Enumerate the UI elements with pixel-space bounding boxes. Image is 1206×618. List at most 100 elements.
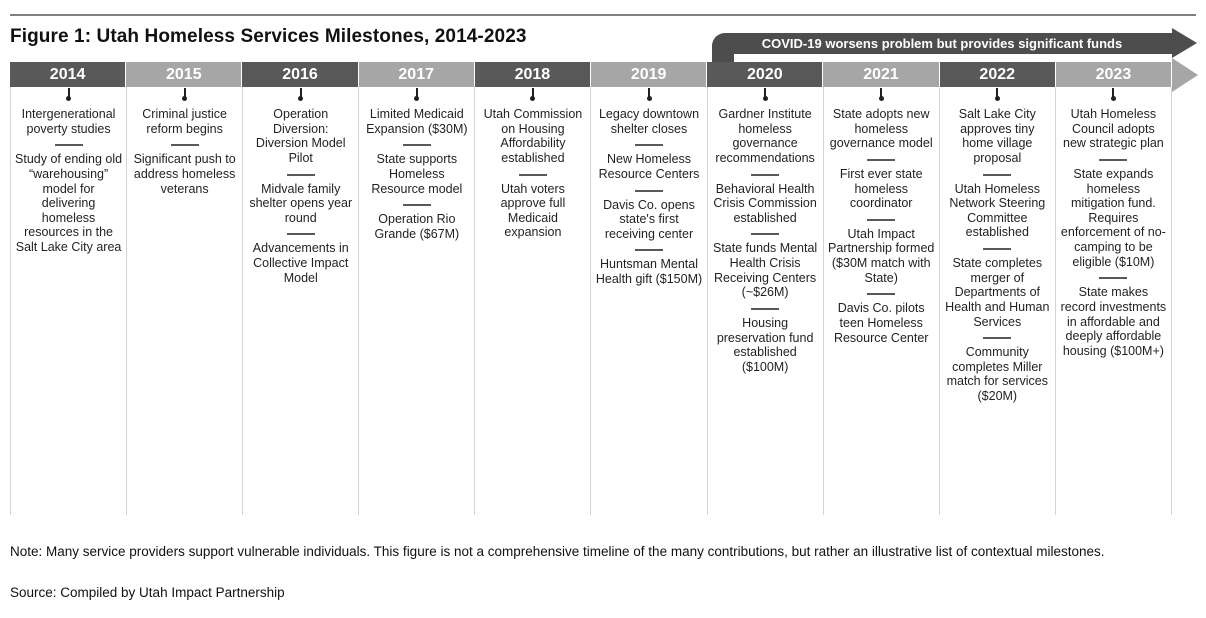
milestone-text: State completes merger of Departments of… bbox=[945, 256, 1050, 329]
milestone-divider bbox=[402, 204, 431, 207]
year-column-2023: Utah Homeless Council adopts new strateg… bbox=[1056, 87, 1172, 515]
timeline-pin-icon bbox=[1112, 88, 1115, 97]
milestone-text: Housing preservation fund established ($… bbox=[716, 315, 814, 374]
milestone-divider bbox=[751, 307, 780, 310]
timeline-pin-dot-icon bbox=[530, 96, 536, 101]
year-column-2020: Gardner Institute homeless governance re… bbox=[708, 87, 824, 515]
milestone-text: State supports Homeless Resource model bbox=[371, 152, 463, 196]
timeline-pin-icon bbox=[996, 88, 999, 97]
milestone-divider bbox=[1099, 277, 1128, 280]
milestone-divider bbox=[983, 173, 1012, 176]
milestone-text: Huntsman Mental Health gift ($150M) bbox=[595, 257, 703, 286]
milestone-text: State expands homeless mitigation fund. … bbox=[1060, 166, 1166, 269]
milestone-divider bbox=[518, 173, 547, 176]
milestone-columns: Intergenerational poverty studies Study o… bbox=[10, 87, 1172, 515]
milestone-text: Midvale family shelter opens year round bbox=[249, 181, 353, 225]
year-column-2014: Intergenerational poverty studies Study o… bbox=[11, 87, 128, 515]
milestone-divider bbox=[286, 233, 315, 236]
figure-note: Note: Many service providers support vul… bbox=[10, 544, 1105, 559]
milestone-text: Gardner Institute homeless governance re… bbox=[715, 107, 815, 165]
milestone-divider bbox=[635, 249, 664, 252]
timeline-pin-dot-icon bbox=[878, 96, 884, 101]
year-header-2015: 2015 bbox=[126, 62, 243, 87]
year-header-2018: 2018 bbox=[474, 62, 592, 87]
milestone-text: Utah Homeless Network Steering Committee… bbox=[949, 181, 1046, 240]
milestone-text: Community completes Miller match for ser… bbox=[946, 345, 1048, 403]
milestone-divider bbox=[54, 144, 83, 147]
milestone-divider bbox=[635, 189, 664, 192]
timeline-pin-dot-icon bbox=[762, 96, 768, 101]
milestone-divider bbox=[867, 218, 896, 221]
year-column-2021: State adopts new homeless governance mod… bbox=[824, 87, 940, 515]
milestone-text: State adopts new homeless governance mod… bbox=[829, 107, 933, 151]
timeline-pin-dot-icon bbox=[994, 96, 1000, 101]
year-header-2019: 2019 bbox=[591, 62, 708, 87]
timeline-pin-icon bbox=[764, 88, 767, 97]
covid-banner-label: COVID-19 worsens problem but provides si… bbox=[761, 36, 1123, 51]
figure-title: Figure 1: Utah Homeless Services Milesto… bbox=[10, 26, 527, 47]
timeline-pin-dot-icon bbox=[66, 96, 72, 101]
covid-banner-arrowhead-icon bbox=[1172, 28, 1197, 58]
milestone-text: Study of ending old “warehousing” model … bbox=[15, 152, 123, 254]
milestone-text: New Homeless Resource Centers bbox=[598, 152, 700, 181]
milestone-text: Utah Homeless Council adopts new strateg… bbox=[1063, 107, 1164, 151]
milestone-text: Legacy downtown shelter closes bbox=[598, 107, 700, 136]
timeline-pin-dot-icon bbox=[298, 96, 304, 101]
timeline-pin-icon bbox=[67, 88, 70, 97]
milestone-divider bbox=[751, 233, 780, 236]
timeline-pin-icon bbox=[648, 88, 651, 97]
figure-source: Source: Compiled by Utah Impact Partners… bbox=[10, 585, 285, 600]
milestone-text: Intergenerational poverty studies bbox=[21, 107, 116, 136]
milestone-text: Significant push to address homeless vet… bbox=[133, 152, 236, 196]
timeline-pin-icon bbox=[415, 88, 418, 97]
milestone-divider bbox=[867, 293, 896, 296]
milestone-divider bbox=[402, 144, 431, 147]
milestone-text: Advancements in Collective Impact Model bbox=[252, 241, 349, 285]
timeline-pin-dot-icon bbox=[646, 96, 652, 101]
timeline-arrowhead-icon bbox=[1172, 57, 1198, 92]
milestone-text: Utah Impact Partnership formed ($30M mat… bbox=[828, 226, 935, 285]
year-band: 2014 2015 2016 2017 2018 2019 2020 2021 2022 2023 bbox=[10, 62, 1173, 87]
year-header-2021: 2021 bbox=[823, 62, 940, 87]
milestone-divider bbox=[286, 173, 315, 176]
milestone-text: Limited Medicaid Expansion ($30M) bbox=[366, 107, 468, 136]
timeline-pin-icon bbox=[880, 88, 883, 97]
milestone-text: State funds Mental Health Crisis Receivi… bbox=[712, 241, 818, 300]
milestone-divider bbox=[635, 144, 664, 147]
milestone-text: Utah voters approve full Medicaid expans… bbox=[500, 181, 566, 240]
year-column-2015: Criminal justice reform begins Significan… bbox=[127, 87, 244, 515]
milestone-text: Utah Commission on Housing Affordability… bbox=[483, 107, 583, 165]
year-column-2016: Operation Diversion: Diversion Model Pil… bbox=[243, 87, 360, 515]
timeline-pin-icon bbox=[299, 88, 302, 97]
year-header-2017: 2017 bbox=[358, 62, 475, 87]
year-column-2017: Limited Medicaid Expansion ($30M) State s… bbox=[359, 87, 476, 515]
year-column-2022: Salt Lake City approves tiny home villag… bbox=[940, 87, 1056, 515]
top-rule bbox=[10, 14, 1196, 16]
timeline-pin-icon bbox=[183, 88, 186, 97]
year-header-2016: 2016 bbox=[242, 62, 359, 87]
year-column-2018: Utah Commission on Housing Affordability… bbox=[475, 87, 592, 515]
milestone-text: State makes record investments in afford… bbox=[1060, 285, 1167, 358]
milestone-text: Davis Co. opens state's first receiving … bbox=[603, 197, 695, 241]
milestone-divider bbox=[983, 337, 1012, 340]
covid-banner: COVID-19 worsens problem but provides si… bbox=[712, 33, 1172, 54]
milestone-text: Davis Co. pilots teen Homeless Resource … bbox=[833, 301, 929, 345]
year-header-2020: 2020 bbox=[707, 62, 824, 87]
milestone-text: Operation Rio Grande ($67M) bbox=[374, 212, 460, 241]
year-column-2019: Legacy downtown shelter closes New Homele… bbox=[591, 87, 708, 515]
milestone-divider bbox=[751, 173, 780, 176]
timeline-pin-dot-icon bbox=[1110, 96, 1116, 101]
milestone-text: Behavioral Health Crisis Commission esta… bbox=[713, 181, 817, 225]
year-header-2023: 2023 bbox=[1055, 62, 1173, 87]
year-header-2022: 2022 bbox=[939, 62, 1056, 87]
year-header-2014: 2014 bbox=[10, 62, 127, 87]
milestone-text: Salt Lake City approves tiny home villag… bbox=[958, 107, 1036, 165]
timeline-pin-dot-icon bbox=[414, 96, 420, 101]
milestone-text: First ever state homeless coordinator bbox=[839, 166, 923, 211]
milestone-divider bbox=[1099, 158, 1128, 161]
milestone-text: Operation Diversion: Diversion Model Pil… bbox=[255, 107, 346, 165]
milestone-divider bbox=[867, 158, 896, 161]
milestone-text: Criminal justice reform begins bbox=[142, 107, 228, 136]
timeline-pin-icon bbox=[531, 88, 534, 97]
